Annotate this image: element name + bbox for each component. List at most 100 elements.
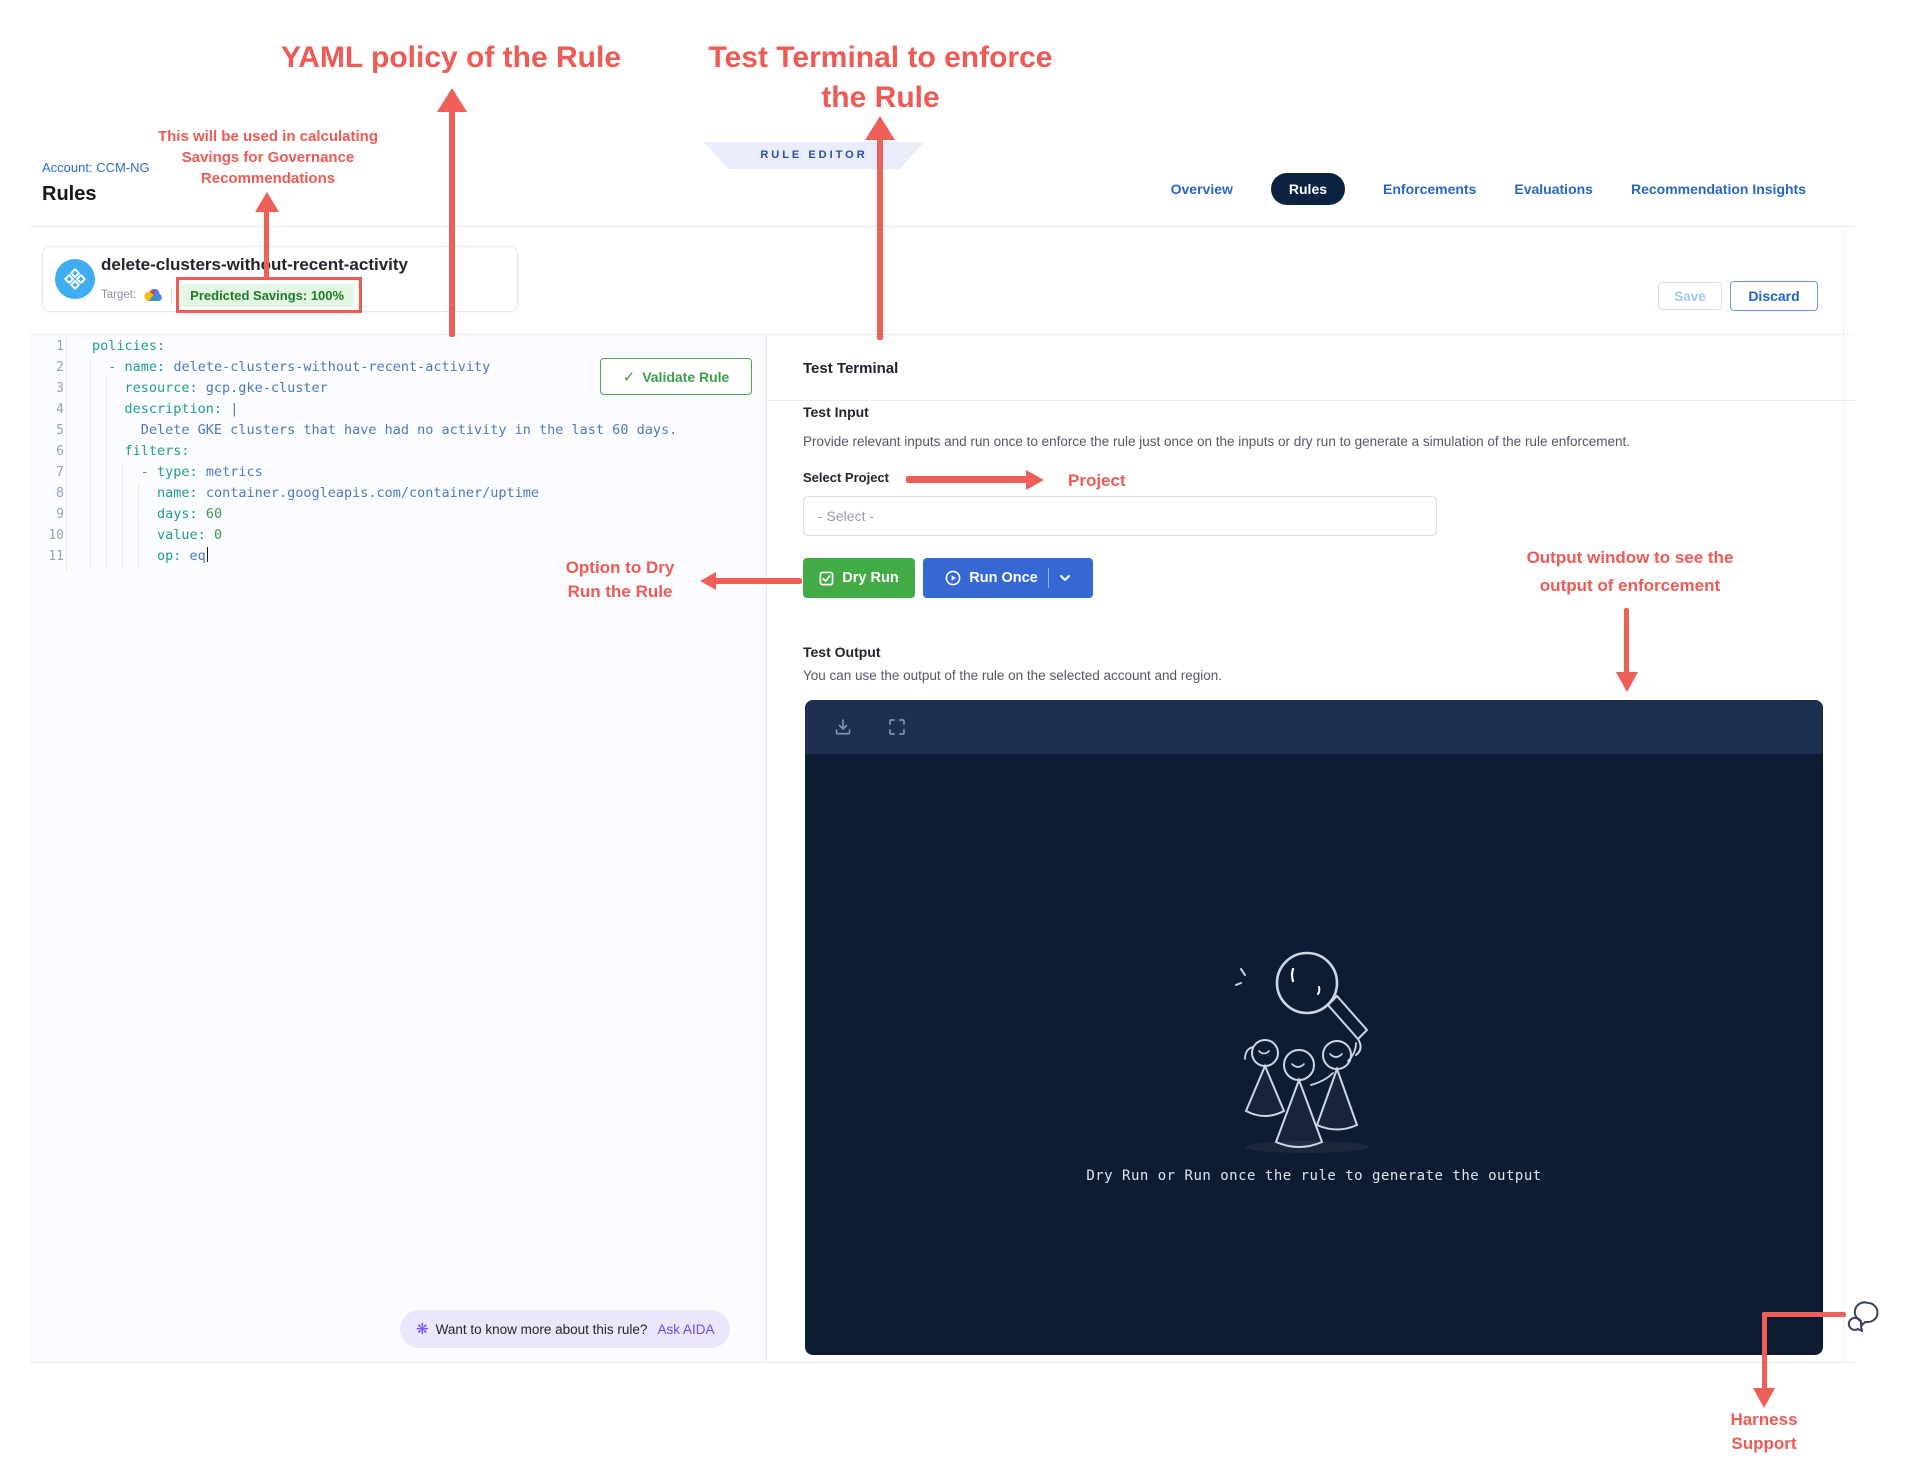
output-terminal: Dry Run or Run once the rule to generate… — [805, 700, 1823, 1355]
line-number: 1 — [56, 339, 64, 354]
aida-sparkle-icon: ❋ — [416, 1321, 429, 1338]
yaml-arrow-head — [437, 88, 467, 112]
chevron-down-icon[interactable] — [1059, 574, 1071, 582]
body-top-divider — [30, 334, 1855, 335]
output-arrow-head — [1616, 672, 1638, 692]
download-icon[interactable] — [833, 717, 853, 737]
savings-arrow-line — [264, 210, 269, 278]
dry-run-label: Dry Run — [842, 570, 899, 586]
annotation-line: This will be used in calculating — [157, 128, 379, 145]
line-number: 7 — [56, 465, 64, 480]
code-line[interactable]: 11 op: eq — [30, 546, 760, 567]
code-text: op: eq — [92, 546, 209, 567]
annotation-line: YAML policy of the Rule — [280, 41, 622, 74]
indent-guide — [90, 357, 91, 567]
tab-evaluations[interactable]: Evaluations — [1514, 181, 1593, 197]
aida-banner: ❋ Want to know more about this rule? Ask… — [400, 1310, 731, 1348]
validate-rule-label: Validate Rule — [642, 368, 730, 385]
nav-tabs: Overview Rules Enforcements Evaluations Reco… — [1171, 172, 1806, 206]
code-line[interactable]: 7 - type: metrics — [30, 462, 760, 483]
account-breadcrumb[interactable]: Account: CCM-NG — [42, 160, 150, 175]
run-once-label: Run Once — [969, 570, 1038, 586]
gcp-icon — [144, 288, 163, 303]
tab-rules[interactable]: Rules — [1270, 173, 1346, 205]
code-line[interactable]: 1 policies: — [30, 336, 760, 357]
annotation-test-terminal: Test Terminal to enforce the Rule — [688, 38, 1073, 118]
code-line[interactable]: 5 Delete GKE clusters that have had no a… — [30, 420, 760, 441]
dry-run-arrow-head — [700, 572, 716, 590]
line-number: 10 — [48, 528, 64, 543]
code-text: filters: — [124, 443, 190, 459]
annotation-yaml-policy: YAML policy of the Rule — [251, 38, 651, 78]
rule-type-icon — [55, 259, 95, 299]
aida-prompt: Want to know more about this rule? — [435, 1321, 648, 1337]
code-line[interactable]: 4 description: | — [30, 399, 760, 420]
test-input-description: Provide relevant inputs and run once to … — [803, 434, 1630, 449]
predicted-savings-badge: Predicted Savings: 100% — [180, 283, 355, 307]
indent-guide — [122, 462, 123, 567]
line-number: 3 — [56, 381, 64, 396]
check-icon: ✓ — [622, 368, 636, 386]
code-line[interactable]: 2 - name: delete-clusters-without-recent… — [30, 357, 760, 378]
support-arrow-vline — [1762, 1312, 1767, 1390]
code-text: resource: gcp.gke-cluster — [124, 380, 328, 396]
code-line[interactable]: 6 filters: — [30, 441, 760, 462]
annotation-line: Project — [1068, 471, 1126, 490]
annotation-output-window: Output window to see the output of enforc… — [1480, 544, 1780, 600]
panel-split-divider — [766, 335, 767, 1362]
page-right-divider — [1843, 226, 1844, 1362]
code-text: value: 0 — [157, 527, 223, 543]
code-text: policies: — [92, 338, 166, 354]
code-line[interactable]: 3 resource: gcp.gke-cluster — [30, 378, 760, 399]
line-number: 5 — [56, 423, 64, 438]
run-once-button[interactable]: Run Once — [923, 558, 1093, 598]
discard-button[interactable]: Discard — [1730, 281, 1818, 311]
run-once-play-icon — [945, 570, 961, 586]
support-chat-icon[interactable] — [1846, 1298, 1884, 1336]
annotation-harness-support: Harness Support — [1712, 1408, 1816, 1456]
validate-rule-button[interactable]: ✓ Validate Rule — [600, 358, 752, 395]
save-button[interactable]: Save — [1658, 282, 1722, 310]
sub-separator — [171, 287, 173, 303]
terminal-toolbar — [805, 700, 1823, 754]
dry-run-checkbox-icon — [819, 571, 834, 585]
tab-recommendation-insights[interactable]: Recommendation Insights — [1630, 181, 1806, 197]
dry-run-button[interactable]: Dry Run — [803, 558, 915, 598]
rule-name: delete-clusters-without-recent-activity — [101, 255, 409, 274]
output-arrow-line — [1624, 608, 1629, 674]
code-text: - name: delete-clusters-without-recent-a… — [108, 359, 491, 375]
code-line[interactable]: 8 name: container.googleapis.com/contain… — [30, 483, 760, 504]
ask-aida-link[interactable]: Ask AIDA — [657, 1321, 715, 1337]
fullscreen-icon[interactable] — [887, 717, 907, 737]
header-divider — [30, 226, 1855, 227]
code-text: - type: metrics — [140, 464, 263, 480]
empty-state-illustration — [1215, 935, 1415, 1165]
indent-guide — [106, 378, 107, 567]
annotation-line: Harness — [1730, 1410, 1798, 1429]
support-arrow-hline — [1762, 1312, 1846, 1317]
code-text: Delete GKE clusters that have had no act… — [140, 422, 678, 438]
tab-enforcements[interactable]: Enforcements — [1383, 181, 1477, 197]
tab-overview[interactable]: Overview — [1170, 181, 1233, 197]
test-input-title: Test Input — [803, 404, 869, 420]
annotation-line: output of enforcement — [1539, 576, 1721, 595]
annotation-line: Recommendations — [200, 170, 336, 187]
annotation-line: Savings for Governance — [181, 149, 355, 166]
code-line[interactable]: 9 days: 60 — [30, 504, 760, 525]
line-number: 9 — [56, 507, 64, 522]
project-arrow-line — [906, 476, 1028, 483]
select-project-label: Select Project — [803, 470, 889, 485]
support-arrow-head — [1753, 1388, 1775, 1408]
annotation-line: Output window to see the — [1526, 548, 1734, 567]
test-terminal-arrow-line — [877, 138, 883, 340]
project-select[interactable] — [803, 496, 1437, 536]
annotation-line: Option to Dry — [565, 558, 675, 577]
code-editor[interactable]: 1 policies: 2 - name: delete-clusters-with… — [30, 336, 760, 567]
dry-run-arrow-line — [714, 578, 802, 584]
annotation-savings-note: This will be used in calculating Savings … — [130, 126, 406, 189]
yaml-arrow-line — [449, 110, 455, 337]
rule-editor-badge: RULE EDITOR — [704, 142, 924, 169]
code-line[interactable]: 10 value: 0 — [30, 525, 760, 546]
annotation-line: Run the Rule — [567, 582, 673, 601]
